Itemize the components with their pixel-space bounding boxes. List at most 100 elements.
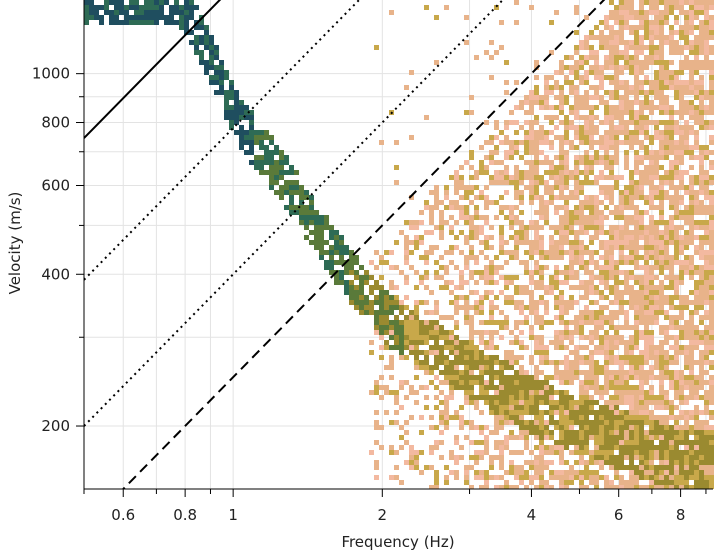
heatmap-cell [634,295,639,300]
heatmap-cell [559,330,564,335]
heatmap-cell [414,285,419,290]
heatmap-cell [709,475,714,480]
heatmap-cell [524,150,529,155]
heatmap-cell [499,335,504,340]
heatmap-cell [474,185,479,190]
heatmap-cell [474,215,479,220]
heatmap-cell [689,455,694,460]
heatmap-cell [599,305,604,310]
heatmap-cell [264,150,269,155]
heatmap-cell [504,325,509,330]
heatmap-cell [434,385,439,390]
heatmap-cell [594,420,599,425]
heatmap-cell [684,150,689,155]
heatmap-cell [144,10,149,15]
heatmap-cell [699,45,704,50]
heatmap-cell [589,55,594,60]
heatmap-cell [644,410,649,415]
heatmap-cell [579,105,584,110]
heatmap-cell [579,240,584,245]
heatmap-cell [644,320,649,325]
heatmap-cell [574,30,579,35]
heatmap-cell [534,300,539,305]
heatmap-cell [424,335,429,340]
heatmap-cell [674,75,679,80]
heatmap-cell [624,120,629,125]
heatmap-cell [664,480,669,485]
heatmap-cell [429,205,434,210]
heatmap-cell [699,30,704,35]
heatmap-cell [574,325,579,330]
heatmap-cell [619,340,624,345]
heatmap-cell [644,315,649,320]
heatmap-cell [559,175,564,180]
heatmap-cell [649,240,654,245]
heatmap-cell [559,270,564,275]
heatmap-cell [674,280,679,285]
heatmap-cell [644,450,649,455]
heatmap-cell [174,5,179,10]
heatmap-cell [664,430,669,435]
heatmap-cell [519,100,524,105]
heatmap-cell [594,60,599,65]
heatmap-cell [244,105,249,110]
heatmap-cell [549,280,554,285]
heatmap-cell [619,240,624,245]
heatmap-cell [449,215,454,220]
heatmap-cell [544,215,549,220]
heatmap-cell [549,170,554,175]
heatmap-cell [589,255,594,260]
heatmap-cell [499,290,504,295]
heatmap-cell [474,475,479,480]
heatmap-cell [649,50,654,55]
heatmap-cell [584,385,589,390]
heatmap-cell [644,235,649,240]
heatmap-cell [619,235,624,240]
heatmap-cell [664,485,669,490]
heatmap-cell [494,265,499,270]
heatmap-cell [669,280,674,285]
heatmap-cell [469,275,474,280]
heatmap-cell [679,415,684,420]
heatmap-cell [639,360,644,365]
heatmap-cell [379,300,384,305]
heatmap-cell [659,140,664,145]
heatmap-cell [629,405,634,410]
heatmap-cell [634,75,639,80]
heatmap-cell [404,355,409,360]
heatmap-cell [534,245,539,250]
heatmap-cell [594,235,599,240]
heatmap-cell [569,395,574,400]
heatmap-cell [364,275,369,280]
heatmap-cell [594,160,599,165]
heatmap-cell [554,360,559,365]
heatmap-cell [624,355,629,360]
heatmap-cell [649,275,654,280]
heatmap-cell [664,225,669,230]
heatmap-cell [304,210,309,215]
heatmap-cell [684,395,689,400]
heatmap-cell [694,395,699,400]
heatmap-cell [654,445,659,450]
heatmap-cell [194,45,199,50]
heatmap-cell [199,60,204,65]
heatmap-cell [209,45,214,50]
heatmap-cell [554,95,559,100]
heatmap-cell [659,35,664,40]
heatmap-cell [534,230,539,235]
heatmap-cell [689,410,694,415]
heatmap-cell [554,405,559,410]
heatmap-cell [699,295,704,300]
heatmap-cell [624,480,629,485]
heatmap-cell [689,215,694,220]
heatmap-cell [634,275,639,280]
heatmap-cell [669,135,674,140]
heatmap-cell [514,120,519,125]
heatmap-cell [604,145,609,150]
heatmap-cell [614,225,619,230]
heatmap-cell [499,320,504,325]
heatmap-cell [469,315,474,320]
heatmap-cell [569,255,574,260]
heatmap-cell [619,110,624,115]
heatmap-cell [574,420,579,425]
